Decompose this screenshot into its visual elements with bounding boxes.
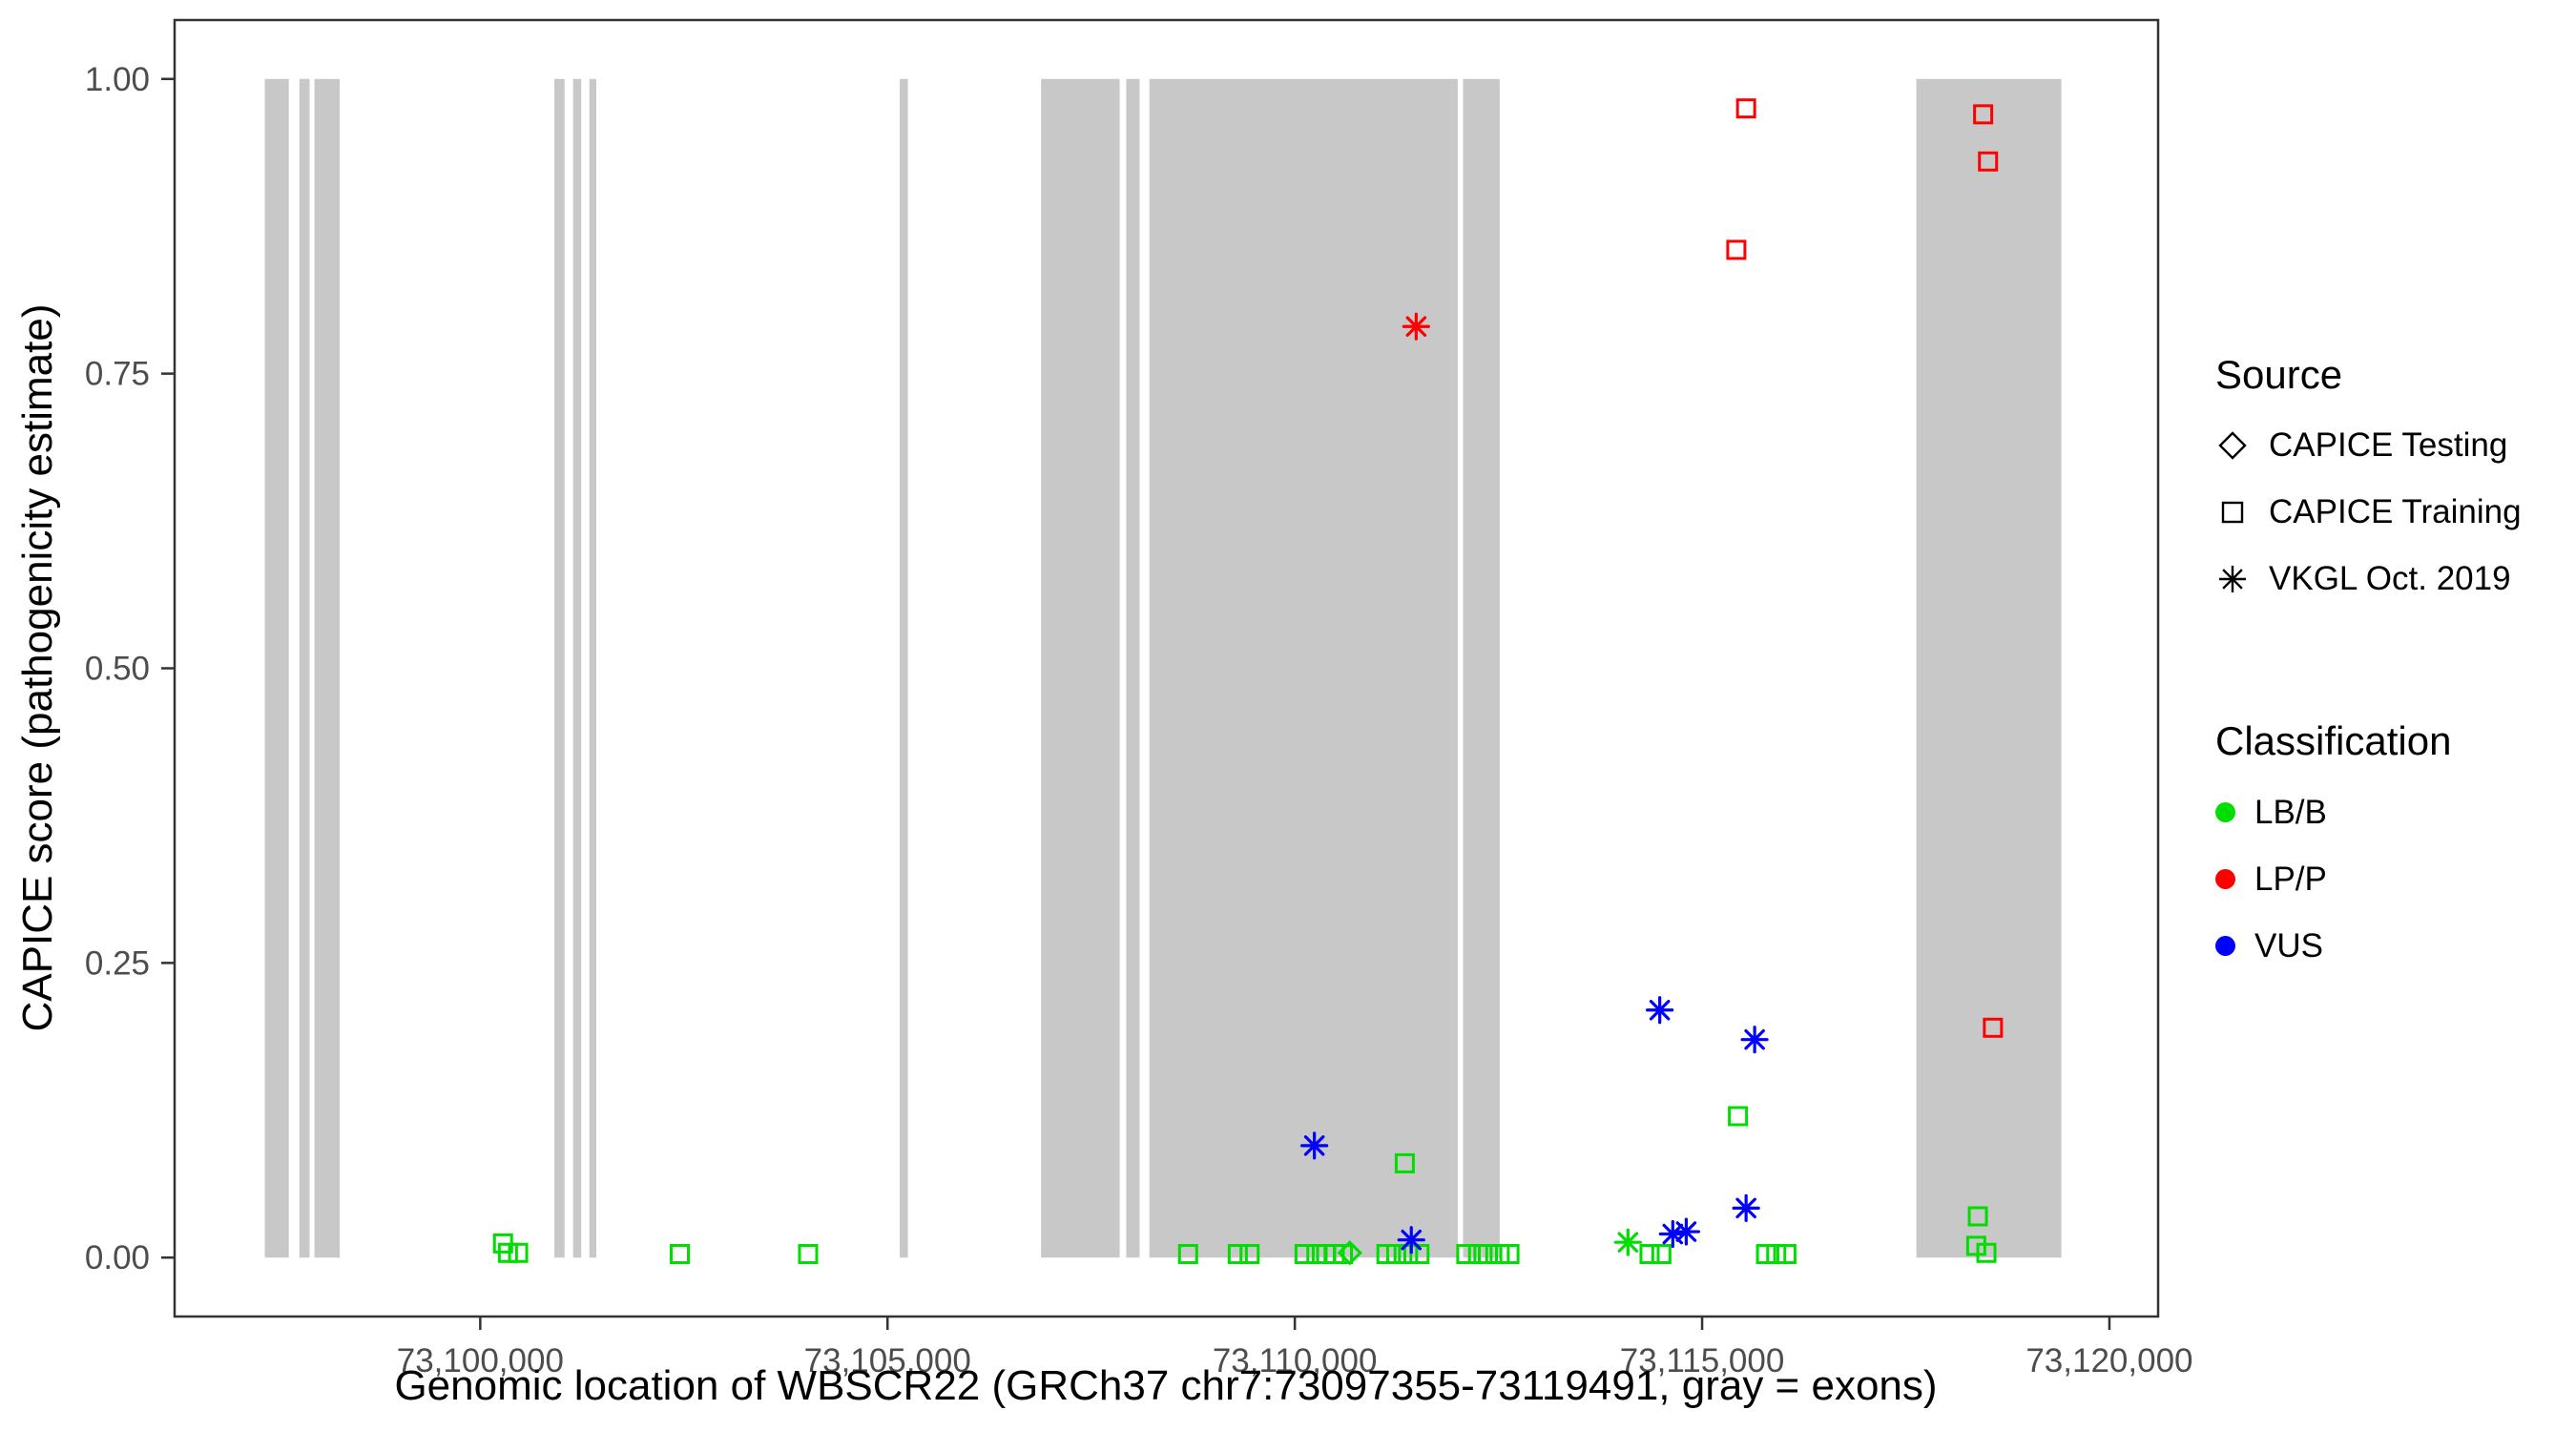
data-point — [1983, 1017, 2004, 1038]
data-point — [1385, 1244, 1406, 1265]
legend-classification: Classification LB/B LP/P VUS — [2215, 717, 2522, 979]
legend: Source CAPICE Testing CAPICE Training — [2215, 351, 2522, 980]
legend-source-title: Source — [2215, 352, 2343, 397]
exon-rect — [264, 78, 289, 1258]
x-tick-label: 73,105,000 — [804, 1342, 971, 1379]
data-point — [1402, 312, 1430, 341]
data-point — [1646, 996, 1674, 1025]
data-point — [1397, 1226, 1425, 1255]
green-dot-icon — [2215, 802, 2235, 823]
exon-rect — [1041, 78, 1120, 1258]
exon-rect — [900, 78, 908, 1258]
y-axis-title: CAPICE score (pathogenicity estimate) — [14, 303, 61, 1032]
data-point — [1177, 1244, 1198, 1265]
data-point — [1337, 1240, 1362, 1266]
data-point — [508, 1242, 529, 1263]
exon-rect — [572, 78, 582, 1258]
data-point — [1776, 1244, 1797, 1265]
data-point — [497, 1242, 518, 1263]
data-point — [1394, 1152, 1415, 1173]
data-point — [1740, 1026, 1769, 1054]
data-point — [1409, 1244, 1430, 1265]
exon-rect — [299, 78, 310, 1258]
legend-item-capice-training: CAPICE Training — [2215, 479, 2522, 546]
x-tick-label: 73,110,000 — [1213, 1342, 1378, 1379]
legend-item-vkgl: VKGL Oct. 2019 — [2215, 546, 2522, 612]
exon-rect — [1126, 78, 1140, 1258]
legend-item-label: LB/B — [2254, 793, 2327, 831]
legend-item-label: LP/P — [2254, 860, 2327, 898]
data-point — [1672, 1217, 1700, 1246]
data-point — [1976, 1242, 1997, 1263]
y-tick-label: 1.00 — [85, 61, 150, 98]
data-point — [1613, 1228, 1642, 1256]
legend-item-label: VUS — [2254, 926, 2323, 964]
data-point — [1726, 239, 1747, 260]
y-tick-label: 0.25 — [85, 944, 150, 982]
data-point — [1766, 1244, 1787, 1265]
data-point — [1227, 1244, 1248, 1265]
data-point — [670, 1244, 691, 1265]
exon-rect — [314, 78, 341, 1258]
data-point — [1651, 1244, 1672, 1265]
data-point — [1333, 1244, 1354, 1265]
x-tick-label: 73,100,000 — [397, 1342, 564, 1379]
legend-item-label: CAPICE Training — [2269, 493, 2522, 531]
exon-rect — [589, 78, 597, 1258]
legend-item-vus: VUS — [2215, 913, 2522, 980]
data-point — [1965, 1235, 1986, 1256]
data-point — [1967, 1206, 1988, 1227]
data-point — [1973, 104, 1994, 125]
y-tick-label: 0.00 — [85, 1239, 150, 1276]
legend-item-lpp: LP/P — [2215, 846, 2522, 913]
blue-dot-icon — [2215, 936, 2235, 957]
x-axis-title: Genomic location of WBSCR22 (GRCh37 chr7… — [394, 1362, 1938, 1409]
diamond-icon — [2218, 431, 2247, 461]
exon-rect — [1149, 78, 1458, 1258]
data-point — [1735, 98, 1756, 119]
data-point — [1300, 1131, 1329, 1160]
data-point — [1978, 151, 1999, 172]
data-point — [1398, 1244, 1419, 1265]
data-point — [1728, 1106, 1749, 1127]
data-point — [1477, 1244, 1498, 1265]
legend-item-label: VKGL Oct. 2019 — [2269, 560, 2511, 598]
data-point — [1239, 1244, 1260, 1265]
asterisk-icon — [2219, 566, 2246, 593]
square-icon — [2221, 502, 2244, 524]
data-point — [1456, 1244, 1477, 1265]
data-point — [798, 1244, 819, 1265]
exon-rect — [1916, 78, 2062, 1258]
legend-item-label: CAPICE Testing — [2269, 426, 2508, 465]
y-tick-label: 0.75 — [85, 356, 150, 393]
exon-rect — [1463, 78, 1500, 1258]
x-tick-label: 73,115,000 — [1620, 1342, 1785, 1379]
data-point — [1755, 1244, 1776, 1265]
legend-item-capice-testing: CAPICE Testing — [2215, 412, 2522, 479]
legend-item-lbb: LB/B — [2215, 779, 2522, 846]
data-point — [1294, 1244, 1315, 1265]
x-tick-label: 73,120,000 — [2025, 1342, 2192, 1379]
legend-source: Source CAPICE Testing CAPICE Training — [2215, 351, 2522, 612]
data-point — [1639, 1244, 1660, 1265]
y-tick-label: 0.50 — [85, 651, 150, 688]
legend-classification-title: Classification — [2215, 718, 2452, 764]
data-point — [1499, 1244, 1520, 1265]
red-dot-icon — [2215, 869, 2235, 890]
data-point — [1732, 1193, 1760, 1222]
exon-rect — [554, 78, 565, 1258]
